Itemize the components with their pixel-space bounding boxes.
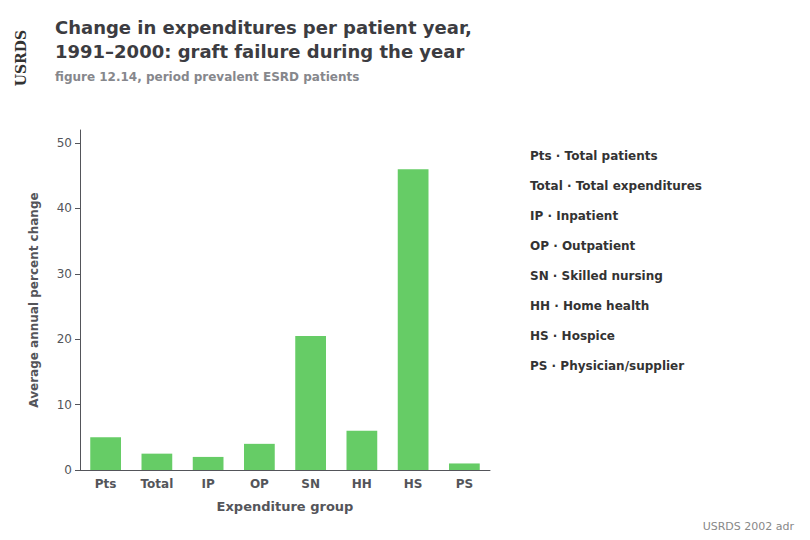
svg-text:OP · Outpatient: OP · Outpatient: [530, 239, 636, 253]
svg-text:HH: HH: [352, 477, 372, 491]
svg-text:Pts: Pts: [95, 477, 117, 491]
svg-text:0: 0: [64, 463, 72, 477]
svg-text:1991–2000: graft failure durin: 1991–2000: graft failure during the year: [55, 41, 464, 62]
svg-text:SN · Skilled nursing: SN · Skilled nursing: [530, 269, 663, 283]
svg-text:Pts · Total patients: Pts · Total patients: [530, 149, 658, 163]
svg-text:USRDS 2002 adr: USRDS 2002 adr: [703, 520, 795, 533]
svg-text:Average annual percent change: Average annual percent change: [27, 192, 41, 407]
svg-text:Expenditure group: Expenditure group: [217, 499, 354, 514]
svg-text:figure 12.14, period prevalent: figure 12.14, period prevalent ESRD pati…: [55, 70, 359, 84]
svg-text:SN: SN: [301, 477, 320, 491]
svg-text:HH · Home health: HH · Home health: [530, 299, 649, 313]
svg-text:50: 50: [57, 136, 72, 150]
svg-text:USRDS: USRDS: [13, 30, 29, 86]
svg-text:PS: PS: [456, 477, 473, 491]
svg-text:Total · Total expenditures: Total · Total expenditures: [530, 179, 702, 193]
svg-text:40: 40: [57, 201, 72, 215]
svg-text:30: 30: [57, 267, 72, 281]
svg-text:20: 20: [57, 332, 72, 346]
svg-text:HS · Hospice: HS · Hospice: [530, 329, 615, 343]
svg-text:PS · Physician/supplier: PS · Physician/supplier: [530, 359, 684, 373]
svg-text:Change in expenditures per pat: Change in expenditures per patient year,: [55, 17, 472, 38]
svg-text:HS: HS: [404, 477, 423, 491]
svg-text:IP · Inpatient: IP · Inpatient: [530, 209, 618, 223]
svg-text:Total: Total: [140, 477, 173, 491]
svg-text:IP: IP: [201, 477, 214, 491]
svg-text:10: 10: [57, 398, 72, 412]
svg-text:OP: OP: [250, 477, 269, 491]
